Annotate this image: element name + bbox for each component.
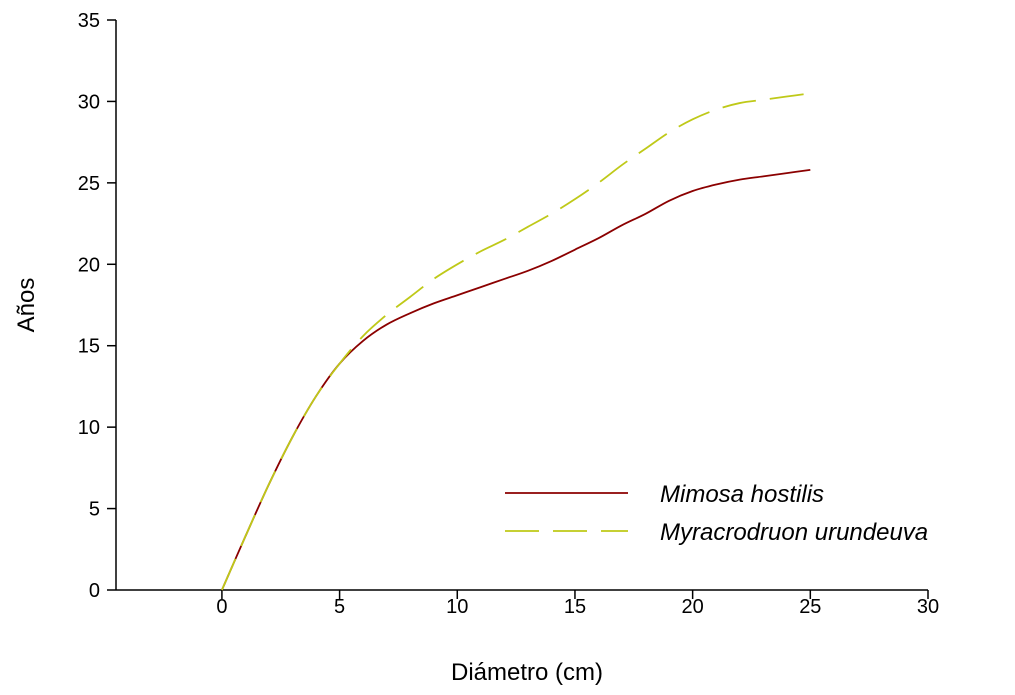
legend-label-mimosa-hostilis: Mimosa hostilis [660,481,824,508]
y-tick-label: 30 [78,91,100,113]
x-tick-label: 10 [446,596,468,618]
x-tick-label: 25 [799,596,821,618]
y-tick-label: 20 [78,254,100,276]
y-tick-label: 25 [78,173,100,195]
x-tick-label: 30 [917,596,939,618]
y-tick-label: 0 [89,580,100,602]
series-layer [221,92,811,591]
y-tick-label: 5 [89,499,100,521]
x-tick-label: 5 [334,596,345,618]
x-ticks: 0 5 10 15 20 25 30 [216,590,939,618]
legend-label-myracrodruon-urundeuva: Myracrodruon urundeuva [660,519,928,546]
y-ticks: 0 5 10 15 20 25 30 35 [78,10,116,602]
series-line-myracrodruon-urundeuva [221,92,811,591]
legend: Mimosa hostilis Myracrodruon urundeuva [505,481,928,546]
x-tick-label: 0 [216,596,227,618]
axes [115,20,928,591]
x-tick-label: 15 [564,596,586,618]
x-tick-label: 20 [682,596,704,618]
y-tick-label: 10 [78,417,100,439]
y-axis-title: Años [13,278,40,333]
y-tick-label: 15 [78,336,100,358]
y-tick-label: 35 [78,10,100,32]
x-axis-title: Diámetro (cm) [451,659,603,686]
